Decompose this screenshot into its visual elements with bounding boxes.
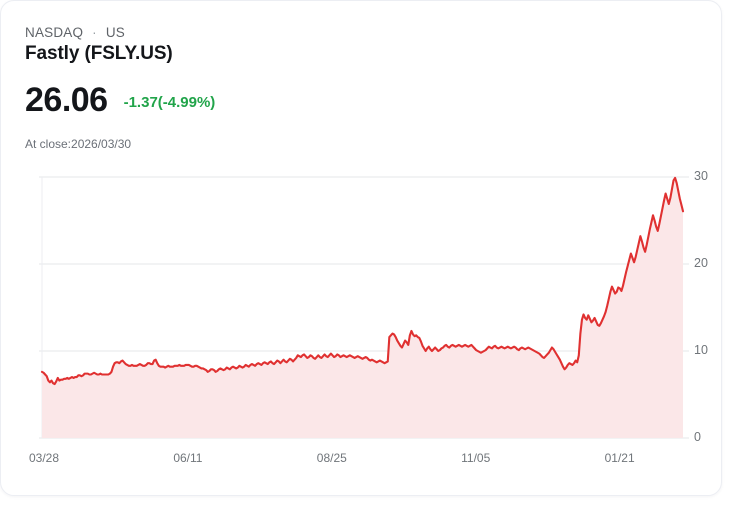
close-timestamp: At close:2026/03/30 bbox=[25, 137, 132, 151]
current-price: 26.06 bbox=[25, 81, 108, 119]
page-title: Fastly (FSLY.US) bbox=[25, 43, 173, 64]
price-row: 26.06 -1.37(-4.99%) bbox=[25, 81, 215, 120]
x-axis-tick-label: 06/11 bbox=[173, 451, 203, 465]
region-code: US bbox=[105, 25, 125, 40]
exchange-name: NASDAQ bbox=[25, 25, 84, 40]
y-axis-tick-label: 30 bbox=[694, 169, 708, 183]
y-axis-tick-label: 10 bbox=[694, 343, 708, 357]
y-axis-tick-label: 0 bbox=[694, 430, 701, 444]
price-chart[interactable]: 0 10 20 30 03/28 06/11 08/25 11/05 01/21 bbox=[1, 161, 721, 481]
chart-canvas bbox=[39, 176, 689, 439]
x-axis-tick-label: 11/05 bbox=[461, 451, 491, 465]
price-change: -1.37(-4.99%) bbox=[123, 94, 216, 111]
chart-line bbox=[40, 176, 685, 386]
chart-area-fill bbox=[42, 177, 683, 438]
y-axis-tick-label: 20 bbox=[694, 256, 708, 270]
x-axis-tick-label: 01/21 bbox=[604, 451, 635, 465]
separator-dot: · bbox=[92, 25, 97, 40]
x-axis-tick-label: 08/25 bbox=[316, 451, 347, 465]
stock-quote-card: NASDAQ · US Fastly (FSLY.US) 26.06 -1.37… bbox=[0, 0, 722, 496]
x-axis-tick-label: 03/28 bbox=[28, 451, 60, 465]
exchange-region-line: NASDAQ · US bbox=[25, 25, 125, 40]
